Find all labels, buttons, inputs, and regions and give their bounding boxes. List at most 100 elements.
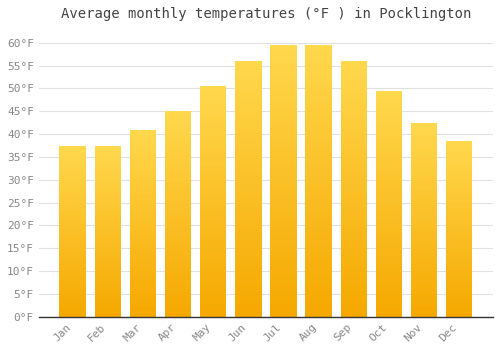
Bar — [60, 259, 86, 260]
Bar — [270, 195, 296, 197]
Bar — [376, 172, 402, 174]
Bar — [130, 210, 156, 212]
Bar — [165, 198, 191, 199]
Bar — [130, 309, 156, 311]
Bar — [165, 212, 191, 214]
Bar — [165, 187, 191, 189]
Bar — [200, 91, 226, 93]
Bar — [130, 296, 156, 298]
Bar — [130, 275, 156, 278]
Bar — [235, 207, 262, 209]
Bar — [446, 285, 472, 287]
Bar — [94, 291, 121, 293]
Bar — [130, 232, 156, 234]
Bar — [340, 268, 367, 271]
Bar — [130, 227, 156, 229]
Bar — [60, 200, 86, 202]
Bar — [165, 118, 191, 119]
Bar — [411, 212, 438, 214]
Bar — [165, 179, 191, 181]
Bar — [130, 158, 156, 160]
Bar — [446, 255, 472, 257]
Bar — [200, 197, 226, 199]
Bar — [446, 287, 472, 289]
Bar — [306, 178, 332, 181]
Bar — [235, 150, 262, 153]
Bar — [411, 131, 438, 132]
Bar — [235, 296, 262, 299]
Bar — [130, 137, 156, 139]
Bar — [200, 204, 226, 206]
Bar — [200, 298, 226, 301]
Bar — [130, 203, 156, 204]
Bar — [446, 141, 472, 143]
Bar — [270, 162, 296, 164]
Bar — [376, 213, 402, 215]
Bar — [94, 198, 121, 200]
Bar — [165, 150, 191, 152]
Bar — [306, 230, 332, 232]
Bar — [340, 82, 367, 84]
Bar — [235, 89, 262, 92]
Bar — [94, 260, 121, 262]
Bar — [306, 303, 332, 306]
Bar — [340, 291, 367, 294]
Bar — [60, 296, 86, 298]
Bar — [306, 298, 332, 301]
Bar — [165, 154, 191, 156]
Bar — [376, 193, 402, 195]
Bar — [411, 183, 438, 185]
Bar — [94, 230, 121, 231]
Bar — [235, 256, 262, 258]
Bar — [376, 111, 402, 113]
Bar — [376, 292, 402, 294]
Bar — [446, 146, 472, 148]
Bar — [411, 206, 438, 208]
Bar — [200, 247, 226, 250]
Bar — [340, 94, 367, 97]
Bar — [200, 190, 226, 192]
Bar — [165, 234, 191, 237]
Bar — [130, 173, 156, 175]
Bar — [165, 231, 191, 232]
Bar — [411, 142, 438, 144]
Bar — [130, 197, 156, 199]
Bar — [94, 164, 121, 166]
Bar — [446, 194, 472, 195]
Bar — [165, 171, 191, 173]
Bar — [446, 195, 472, 197]
Bar — [270, 70, 296, 72]
Bar — [446, 245, 472, 246]
Bar — [130, 223, 156, 225]
Bar — [235, 107, 262, 110]
Bar — [165, 237, 191, 239]
Bar — [411, 268, 438, 270]
Bar — [130, 201, 156, 203]
Bar — [130, 304, 156, 306]
Bar — [340, 217, 367, 219]
Bar — [306, 292, 332, 295]
Bar — [411, 290, 438, 292]
Bar — [376, 208, 402, 211]
Bar — [340, 89, 367, 92]
Bar — [446, 270, 472, 271]
Bar — [235, 86, 262, 89]
Bar — [446, 159, 472, 160]
Bar — [446, 303, 472, 304]
Bar — [94, 182, 121, 183]
Bar — [60, 173, 86, 175]
Bar — [165, 255, 191, 257]
Bar — [165, 140, 191, 142]
Bar — [340, 64, 367, 66]
Bar — [340, 243, 367, 245]
Bar — [270, 271, 296, 273]
Bar — [411, 208, 438, 210]
Bar — [446, 215, 472, 217]
Bar — [94, 163, 121, 164]
Bar — [270, 262, 296, 265]
Bar — [340, 110, 367, 112]
Bar — [130, 294, 156, 296]
Bar — [270, 295, 296, 298]
Bar — [60, 243, 86, 245]
Bar — [270, 227, 296, 230]
